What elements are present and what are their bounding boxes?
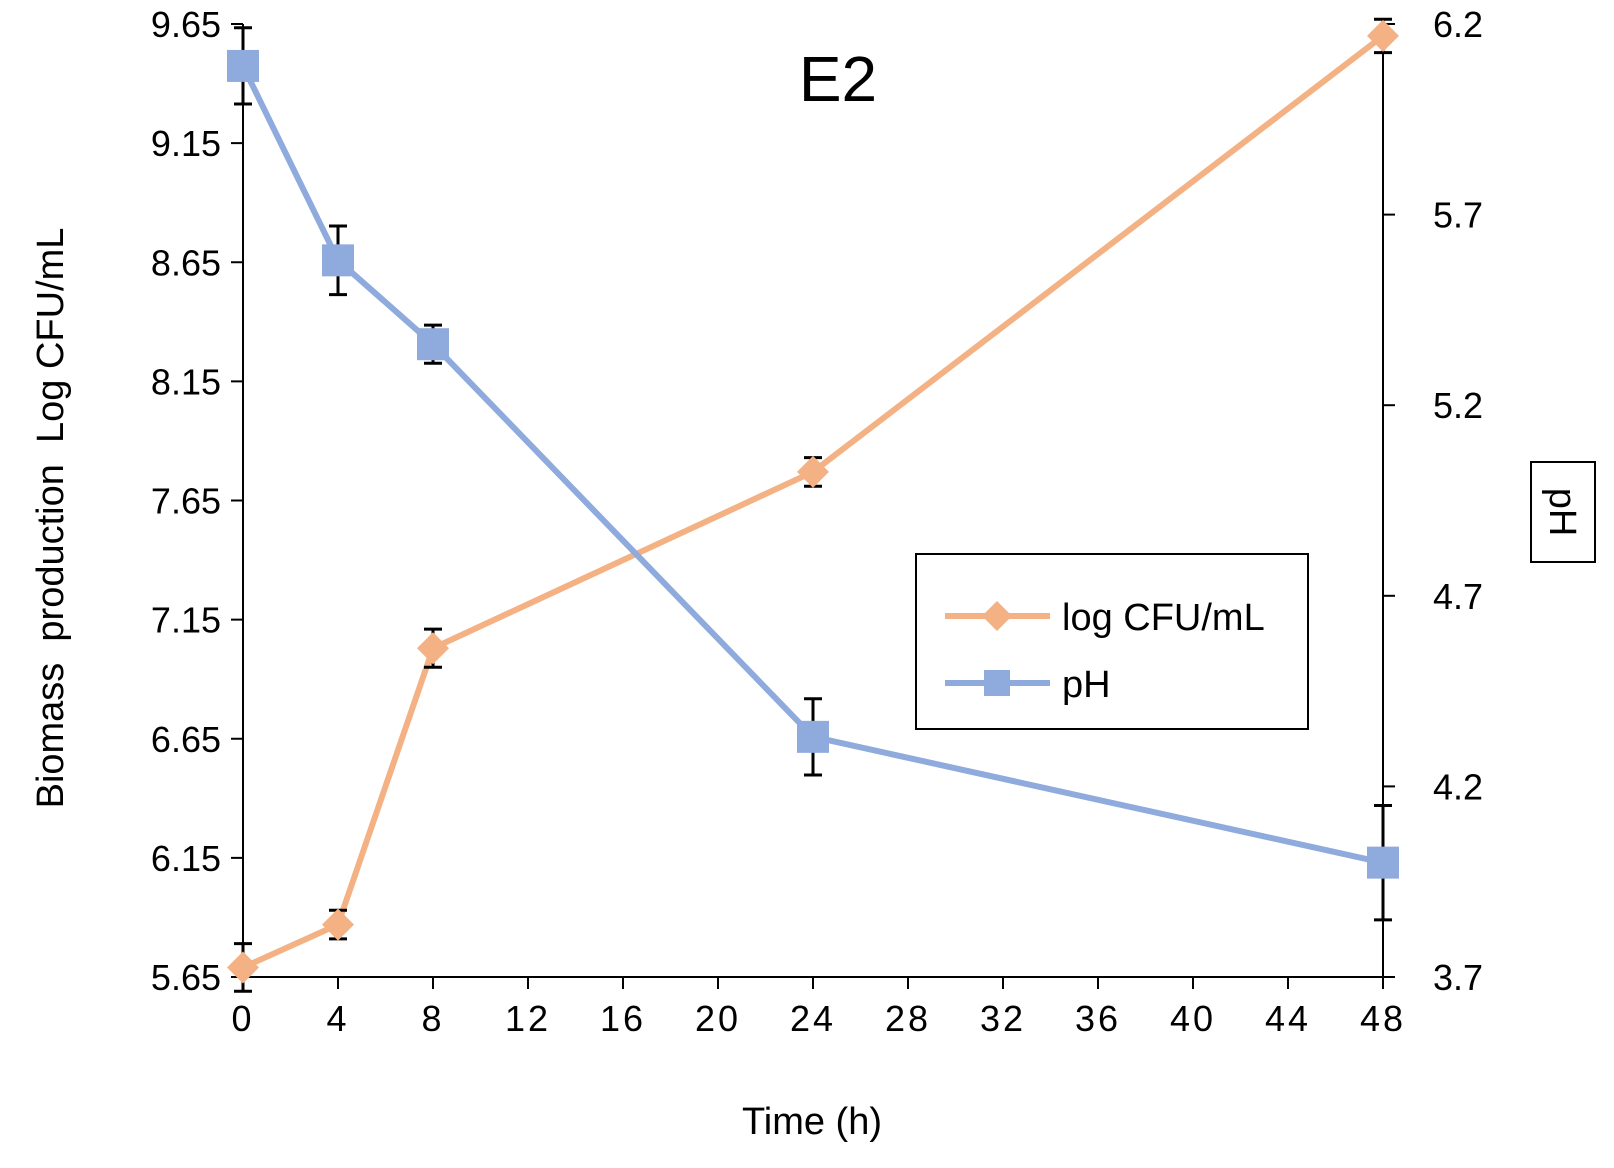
legend-swatch-log-cfu-diamond-icon [982,601,1012,631]
data-point-log-cfu-2 [417,632,449,665]
x-tick-label-1: 4 [326,998,349,1039]
data-point-log-cfu-1 [322,908,354,941]
data-point-log-cfu-0 [227,951,259,984]
y-tick-label-4: 7.65 [151,481,221,522]
y-tick-label-5: 8.15 [151,361,221,402]
y2-axis-title-frame [1530,461,1596,563]
y2-axis-title: pH [1541,488,1583,537]
legend-entry-log-cfu: log CFU/mL [945,597,1265,639]
data-point-log-cfu-4 [1367,19,1399,52]
x-tick-label-4: 16 [600,998,646,1039]
y-tick-label-8: 9.65 [151,4,221,45]
legend-swatch-ph-square-icon [984,670,1010,696]
x-tick-label-11: 44 [1265,998,1311,1039]
x-tick-label-9: 36 [1075,998,1121,1039]
y-tick-label-2: 6.65 [151,719,221,760]
y-axis-title: Biomass production Log CFU/mL [30,228,72,809]
data-point-ph-1 [322,244,354,277]
data-point-log-cfu-3 [797,455,829,488]
y-tick-label-7: 9.15 [151,123,221,164]
y-tick-label-6: 8.65 [151,242,221,283]
series-group [227,17,1399,993]
data-point-ph-3 [797,720,829,753]
x-tick-label-8: 32 [980,998,1026,1039]
x-tick-label-6: 24 [790,998,836,1039]
y-tick-label-3: 7.15 [151,600,221,641]
data-point-ph-4 [1367,846,1399,879]
chart-title: E2 [799,43,877,115]
x-tick-label-3: 12 [505,998,551,1039]
x-tick-label-0: 0 [231,998,254,1039]
x-tick-label-7: 28 [885,998,931,1039]
axis-ticks: 0 4 8 12 16 20 24 28 32 36 40 44 485.656.156.657.157… [151,4,1483,1039]
legend-entry-ph: pH [945,664,1111,706]
y-tick-label-0: 5.65 [151,957,221,998]
data-point-ph-0 [227,49,259,82]
x-axis-title: Time (h) [742,1101,882,1143]
x-tick-label-10: 40 [1170,998,1216,1039]
x-tick-label-12: 48 [1360,998,1406,1039]
y2-tick-label-1: 4.2 [1433,766,1483,807]
x-tick-label-2: 8 [421,998,444,1039]
y2-tick-label-0: 3.7 [1433,957,1483,998]
series-ph [227,26,1399,922]
y2-axis-title-box: pH [1530,461,1596,563]
legend-label-ph: pH [1062,664,1111,706]
legend-frame [915,553,1309,730]
y2-tick-label-2: 4.7 [1433,576,1483,617]
legend: log CFU/mL pH [915,553,1309,730]
x-tick-label-5: 20 [695,998,741,1039]
y2-tick-label-4: 5.7 [1433,195,1483,236]
y2-tick-label-5: 6.2 [1433,4,1483,45]
y2-tick-label-3: 5.2 [1433,385,1483,426]
series-log-cfu [227,17,1399,993]
legend-label-log-cfu: log CFU/mL [1062,597,1265,639]
y-tick-label-1: 6.15 [151,838,221,879]
data-point-ph-2 [417,328,449,361]
